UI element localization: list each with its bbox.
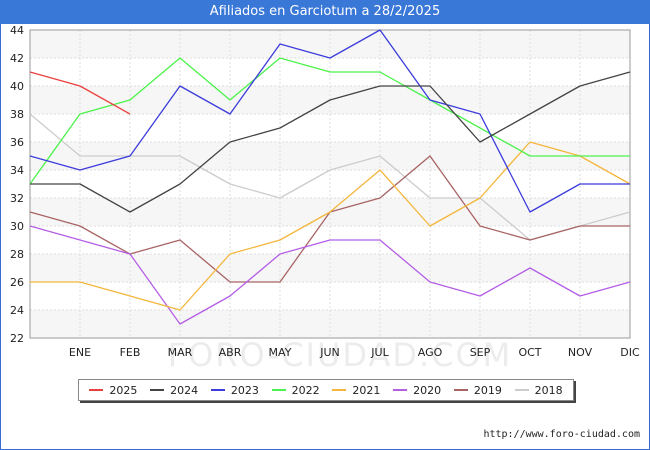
series-line-2022 [29,57,630,185]
x-tick-label: MAY [269,346,292,359]
x-tick-label: JUL [370,346,389,359]
legend-item-2022: 2022 [271,383,320,397]
legend-swatch [453,389,468,391]
x-tick-label: MAR [168,346,193,359]
x-tick-label: OCT [518,346,541,359]
x-tick-label: AGO [418,346,443,359]
legend-item-2024: 2024 [150,384,198,397]
x-tick-label: NOV [568,346,593,359]
y-tick-label: 28 [10,248,24,261]
x-tick-label: DIC [620,346,640,359]
legend-swatch [514,389,529,391]
legend-swatch [210,389,225,391]
legend-label: 2021 [352,383,381,397]
series-line-2025 [29,71,131,115]
legend-swatch [332,389,347,391]
y-tick-label: 42 [10,52,24,65]
legend-swatch [150,389,165,391]
watermark: FORO-CIUDAD.COM [168,336,513,374]
y-tick-label: 30 [10,220,24,233]
legend-item-2023: 2023 [210,383,259,397]
legend-label: 2022 [291,383,320,397]
legend-item-2019: 2019 [453,383,502,397]
legend-label: 2023 [230,383,259,397]
legend-label: 2025 [109,383,138,397]
x-tick-label: SEP [470,346,491,359]
legend-swatch [89,389,104,391]
legend-swatch [271,389,286,391]
legend-label: 2018 [534,383,563,397]
x-tick-label: ENE [69,346,91,359]
chart-title: Afiliados en Garciotum a 28/2/2025 [0,0,650,24]
y-tick-label: 40 [10,80,24,93]
series-line-2024 [30,71,631,213]
source-url[interactable]: http://www.foro-ciudad.com [483,429,640,440]
y-tick-label: 24 [10,304,24,317]
legend-label: 2019 [473,383,502,397]
legend-label: 2020 [413,383,442,397]
x-tick-label: JUN [319,346,340,359]
y-tick-label: 32 [10,192,24,205]
series-line-2020 [29,225,631,325]
x-tick-label: FEB [120,346,141,359]
legend-item-2018: 2018 [514,383,563,397]
y-tick-label: 38 [10,108,24,121]
y-tick-label: 34 [10,164,24,177]
y-tick-label: 36 [10,136,24,149]
y-tick-label: 26 [10,276,24,289]
series-line-2023 [29,29,630,213]
legend: 2025 2024 2023 2022 2021 2020 2019 2018 [78,379,574,401]
series-line-2021 [30,141,631,311]
y-tick-label: 44 [10,24,24,37]
legend-swatch [393,389,408,391]
y-tick-label: 22 [10,332,24,345]
legend-item-2020: 2020 [393,384,441,397]
legend-item-2021: 2021 [332,384,380,397]
x-tick-label: ABR [219,346,242,359]
legend-label: 2024 [170,383,199,397]
legend-item-2025: 2025 [89,384,137,397]
